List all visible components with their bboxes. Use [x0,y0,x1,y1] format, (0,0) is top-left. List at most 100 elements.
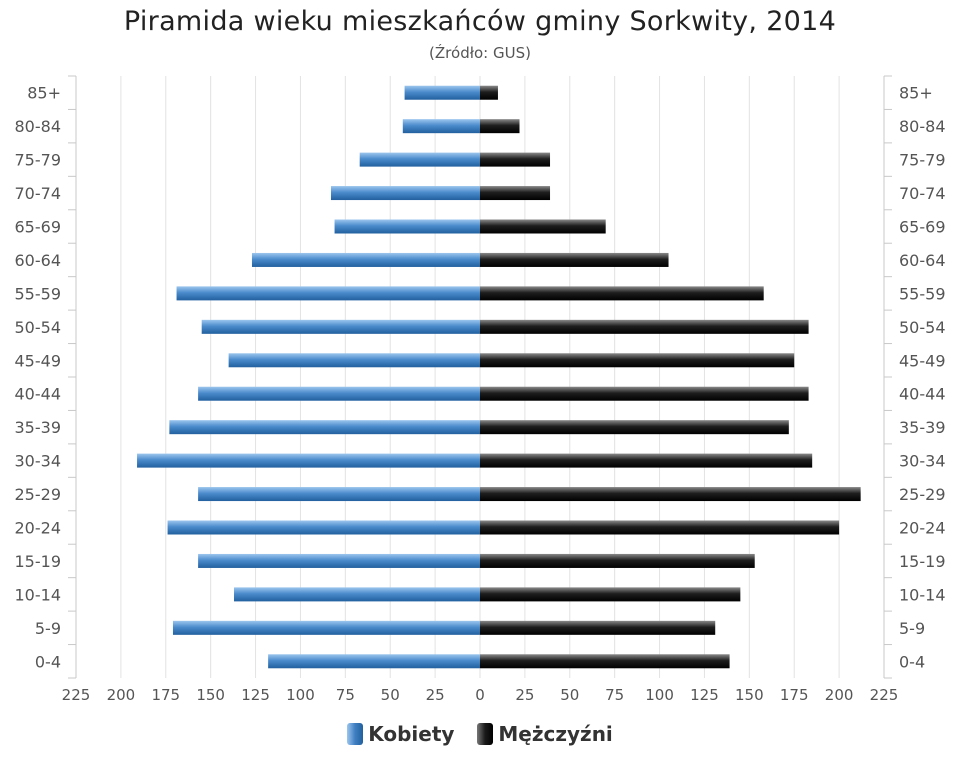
bar-mezczyzni [480,186,551,201]
bar-kobiety [198,487,480,502]
bar-kobiety [404,85,480,100]
bar-kobiety [169,420,480,435]
x-tick-label: 200 [825,686,854,704]
bar-mezczyzni [480,252,669,267]
x-tick-label: 0 [475,686,485,704]
bar-kobiety [176,286,480,301]
age-label-left: 35-39 [15,418,62,437]
x-tick-label: 50 [381,686,400,704]
chart-title: Piramida wieku mieszkańców gminy Sorkwit… [123,6,837,37]
bar-kobiety [359,152,480,167]
x-tick-label: 50 [560,686,579,704]
bar-kobiety [198,553,480,568]
legend-label-mezczyzni: Mężczyźni [498,722,613,746]
x-tick-label: 75 [605,686,624,704]
age-label-left: 20-24 [15,519,62,538]
x-tick-label: 175 [151,686,180,704]
age-label-left: 60-64 [15,251,62,270]
x-tick-label: 150 [196,686,225,704]
bar-mezczyzni [480,587,741,602]
age-label-left: 50-54 [15,318,62,337]
age-label-right: 50-54 [899,318,946,337]
age-label-left: 10-14 [15,585,62,604]
chart-subtitle: (Źródło: GUS) [429,44,531,62]
x-tick-label: 100 [286,686,315,704]
age-label-right: 15-19 [899,552,946,571]
bar-mezczyzni [480,85,498,100]
age-label-right: 0-4 [899,652,925,671]
age-label-left: 40-44 [15,385,62,404]
bar-mezczyzni [480,152,551,167]
legend-item-kobiety[interactable]: Kobiety [347,722,454,746]
age-label-left: 80-84 [15,117,62,136]
bar-mezczyzni [480,386,809,401]
x-tick-label: 25 [515,686,534,704]
age-label-left: 5-9 [35,619,61,638]
age-label-right: 65-69 [899,218,946,237]
x-tick-label: 100 [645,686,674,704]
bar-kobiety [167,520,480,535]
bar-kobiety [402,119,480,134]
age-label-left: 70-74 [15,184,62,203]
legend-item-mezczyzni[interactable]: Mężczyźni [477,722,613,746]
age-label-right: 30-34 [899,452,946,471]
bar-kobiety [251,252,480,267]
bar-mezczyzni [480,353,795,368]
legend-swatch-mezczyzni [477,723,494,745]
x-tick-label: 125 [241,686,270,704]
bar-kobiety [330,186,480,201]
bar-kobiety [201,319,480,334]
age-label-left: 85+ [27,84,61,103]
x-tick-label: 225 [870,686,899,704]
bar-kobiety [228,353,480,368]
bar-mezczyzni [480,420,789,435]
age-label-right: 40-44 [899,385,946,404]
age-label-left: 45-49 [15,351,62,370]
bar-kobiety [234,587,480,602]
age-label-left: 30-34 [15,452,62,471]
bar-mezczyzni [480,286,764,301]
age-label-right: 10-14 [899,585,946,604]
bar-kobiety [334,219,480,234]
bar-kobiety [198,386,480,401]
bar-mezczyzni [480,620,716,635]
age-label-right: 25-29 [899,485,946,504]
bar-mezczyzni [480,654,730,669]
bar-mezczyzni [480,119,520,134]
age-label-right: 75-79 [899,151,946,170]
x-tick-label: 75 [336,686,355,704]
age-label-right: 35-39 [899,418,946,437]
x-tick-label: 125 [690,686,719,704]
bar-mezczyzni [480,319,809,334]
bar-mezczyzni [480,453,813,468]
age-label-right: 20-24 [899,519,946,538]
x-tick-label: 25 [426,686,445,704]
age-label-right: 70-74 [899,184,946,203]
x-tick-label: 150 [735,686,764,704]
age-label-right: 85+ [899,84,933,103]
x-tick-label: 200 [107,686,136,704]
bar-kobiety [268,654,480,669]
x-tick-label: 225 [62,686,91,704]
age-label-left: 65-69 [15,218,62,237]
age-label-right: 80-84 [899,117,946,136]
age-label-left: 15-19 [15,552,62,571]
age-label-right: 45-49 [899,351,946,370]
age-label-right: 60-64 [899,251,946,270]
bar-mezczyzni [480,520,840,535]
bar-mezczyzni [480,219,606,234]
legend-label-kobiety: Kobiety [368,722,455,746]
age-label-right: 55-59 [899,284,946,303]
x-tick-label: 175 [780,686,809,704]
legend-swatch-kobiety [347,723,364,745]
bar-mezczyzni [480,487,861,502]
age-label-left: 0-4 [35,652,61,671]
age-label-right: 5-9 [899,619,925,638]
chart-legend: Kobiety Mężczyźni [0,722,960,750]
age-label-left: 75-79 [15,151,62,170]
age-label-left: 55-59 [15,284,62,303]
bar-kobiety [137,453,480,468]
bar-mezczyzni [480,553,755,568]
bar-kobiety [172,620,480,635]
